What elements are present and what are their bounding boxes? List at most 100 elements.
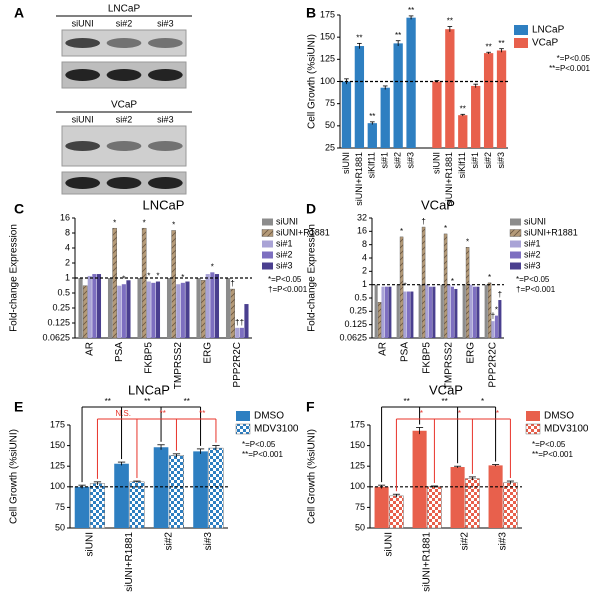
band	[147, 38, 183, 48]
legend-label: si#3	[276, 260, 293, 270]
legend-swatch	[514, 38, 528, 48]
bar	[458, 115, 468, 148]
lane-label: si#3	[157, 114, 174, 124]
panel-label: A	[14, 5, 24, 21]
legend-label: siUNI	[524, 216, 546, 226]
bar	[214, 274, 220, 338]
x-tick-label: siKlf11	[457, 152, 467, 178]
bar	[196, 278, 201, 338]
y-tick-label: 175	[350, 419, 365, 429]
y-tick-label: 0.5	[354, 292, 367, 302]
bar	[239, 327, 244, 338]
x-tick-label: siUNI	[341, 152, 351, 174]
x-tick-label: si#1	[380, 152, 390, 169]
note: **=P<0.001	[532, 450, 573, 459]
bar	[121, 284, 126, 338]
significance-mark: *	[466, 237, 469, 246]
band	[147, 141, 183, 151]
bar	[496, 50, 507, 148]
bar	[412, 430, 427, 528]
y-tick-label: 75	[325, 98, 335, 108]
y-tick-label: 4	[65, 242, 70, 252]
significance-mark: **	[460, 104, 466, 113]
bar	[146, 281, 151, 338]
bar	[447, 284, 451, 338]
note: *=P<0.05	[516, 275, 550, 284]
y-axis-label: Fold-change Expression	[9, 224, 20, 332]
bar	[471, 85, 481, 148]
y-tick-label: 2	[65, 257, 70, 267]
x-tick-label: FKBP5	[422, 342, 433, 374]
bar	[403, 291, 407, 338]
bar	[396, 284, 400, 338]
panel-label: B	[306, 5, 316, 21]
bar	[82, 285, 88, 339]
chart-title: VCaP	[421, 197, 455, 212]
y-tick-label: 125	[320, 54, 335, 64]
bar	[465, 478, 480, 529]
y-tick-label: 50	[325, 120, 335, 130]
x-tick-label: si#3	[405, 152, 415, 169]
significance-mark: *	[444, 224, 447, 233]
legend-swatch	[262, 240, 273, 248]
x-tick-label: TMPRSS2	[173, 342, 184, 390]
significance-mark: *	[211, 262, 214, 271]
y-tick-label: 0.25	[349, 306, 367, 316]
significance-mark: **	[447, 17, 453, 26]
chart-title: LNCaP	[143, 197, 185, 212]
legend-swatch	[525, 423, 541, 435]
comparison-label: **	[199, 409, 205, 418]
legend-label: VCaP	[532, 38, 558, 49]
x-tick-label: si#2	[163, 532, 174, 551]
x-tick-label: si#3	[498, 532, 509, 551]
significance-mark: *	[451, 277, 454, 286]
y-tick-label: 1	[65, 272, 70, 282]
legend-label: si#1	[524, 238, 541, 248]
bar	[450, 286, 454, 338]
comparison-label: *	[496, 409, 499, 418]
legend-swatch	[262, 251, 273, 259]
panel-label: C	[14, 201, 24, 217]
x-tick-label: AR	[378, 342, 389, 356]
bar	[208, 447, 224, 529]
bar	[367, 123, 377, 148]
note: *=P<0.05	[242, 440, 276, 449]
y-tick-label: 25	[325, 142, 335, 152]
lane-label: siUNI	[72, 18, 94, 28]
bar	[151, 282, 156, 338]
legend-swatch	[510, 240, 521, 248]
significance-mark: †	[498, 290, 502, 299]
bar	[425, 284, 429, 338]
x-tick-label: siUNI	[384, 532, 395, 556]
y-tick-label: 0.125	[344, 319, 367, 329]
significance-mark: *	[400, 227, 403, 236]
bar	[377, 302, 382, 339]
x-tick-label: siKlf11	[367, 152, 377, 178]
y-tick-label: 175	[50, 419, 65, 429]
y-tick-label: 8	[65, 227, 70, 237]
legend-label: si#3	[524, 260, 541, 270]
bar	[440, 284, 444, 338]
significance-mark: †	[240, 318, 244, 327]
bar	[176, 284, 181, 338]
significance-mark: **	[369, 112, 375, 121]
legend-swatch	[262, 262, 273, 270]
x-tick-label: PSA	[400, 342, 411, 362]
x-tick-label: si#3	[496, 152, 506, 169]
y-tick-label: 75	[55, 502, 65, 512]
y-tick-label: 16	[60, 212, 70, 222]
y-axis-label: Fold-change Expression	[307, 224, 318, 332]
legend-swatch	[235, 423, 251, 435]
comparison-label: **	[144, 397, 150, 406]
note: *=P<0.05	[268, 275, 302, 284]
bar	[153, 447, 169, 528]
band	[147, 69, 183, 81]
y-axis-label: Cell Growth (%siUNI)	[307, 34, 318, 129]
y-tick-label: 75	[355, 502, 365, 512]
y-tick-label: 50	[355, 522, 365, 532]
significance-mark: **	[408, 6, 414, 15]
bar	[380, 87, 390, 148]
x-tick-label: si#2	[460, 532, 471, 551]
bar	[180, 282, 185, 338]
band	[147, 177, 183, 189]
